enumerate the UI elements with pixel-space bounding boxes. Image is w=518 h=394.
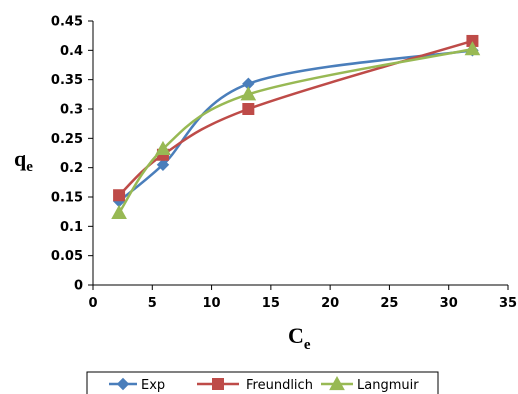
data-point-langmuir [464,41,481,56]
y-axis-title-main: q [14,146,27,171]
y-axis-title-subscript: e [26,159,33,175]
x-tick-label: 10 [203,296,221,311]
x-tick-label: 35 [499,296,517,311]
data-point-langmuir [111,204,127,219]
x-axis-title-subscript: e [304,337,311,353]
x-tick-label: 25 [380,296,398,311]
y-tick-label: 0.2 [60,161,83,176]
series-line-langmuir [118,47,473,214]
series-exp [112,44,479,208]
x-tick-label: 5 [148,296,157,311]
legend-marker-exp [116,377,130,391]
x-tick-label: 15 [262,296,280,311]
legend-item-langmuir: Langmuir [321,375,419,393]
axes: 0 0.05 0.1 0.15 0.2 0.25 0.3 0.35 0.4 0.45 0 5 10 15 2… [51,15,517,312]
data-point-langmuir [240,86,257,101]
y-tick-label: 0 [74,279,83,294]
legend-item-exp: Exp [109,377,165,393]
y-tick-label: 0.1 [60,220,83,235]
data-point-exp [156,158,170,171]
legend-label-freundlich: Freundlich [246,378,313,393]
x-tick-label: 20 [321,296,339,311]
data-point-freundlich [113,189,126,202]
y-tick-label: 0.45 [51,15,83,30]
y-tick-label: 0.05 [51,249,83,264]
data-point-freundlich [242,103,255,115]
legend-item-freundlich: Freundlich [197,378,313,393]
x-axis-title-main: C [288,323,304,348]
x-tick-label: 30 [440,296,458,311]
legend-label-langmuir: Langmuir [357,378,419,393]
legend: Exp Freundlich Langmuir [86,371,439,394]
plot-series [111,34,481,219]
y-axis-title: qe [14,146,33,175]
y-tick-label: 0.35 [51,73,83,88]
data-point-langmuir [155,140,171,155]
x-tick-label: 0 [88,296,97,311]
y-tick-label: 0.25 [51,132,83,147]
legend-marker-langmuir [329,375,345,391]
legend-box [86,371,439,394]
legend-marker-freundlich [212,378,224,390]
series-freundlich [113,34,479,202]
x-axis-title: Ce [288,323,311,353]
series-line-exp [118,49,473,203]
y-tick-label: 0.4 [60,44,83,59]
series-line-freundlich [118,39,473,197]
legend-label-exp: Exp [141,378,165,393]
y-tick-label: 0.3 [60,103,83,118]
y-tick-label: 0.15 [51,191,83,206]
series-langmuir [111,41,481,219]
